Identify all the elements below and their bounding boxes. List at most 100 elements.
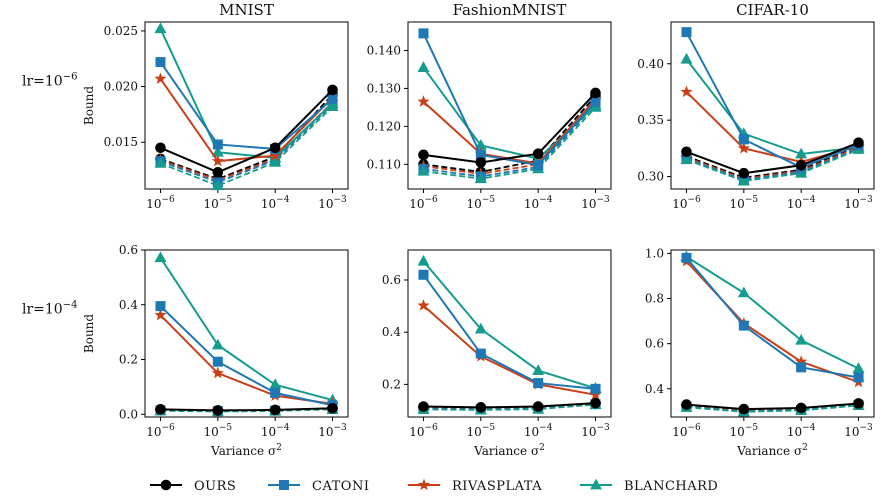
point-ours — [475, 157, 487, 168]
legend-marker — [160, 479, 172, 491]
dashed-line-3 — [423, 106, 597, 180]
x-tick-base: 10 — [467, 425, 482, 439]
x-axis-label-text: Variance σ — [473, 444, 539, 458]
row-label-exponent: −6 — [63, 72, 78, 83]
point-rivasplata — [737, 141, 750, 154]
point-blanchard — [269, 378, 282, 390]
x-tick-base: 10 — [467, 197, 482, 211]
x-tick-label: 10−6 — [146, 195, 175, 211]
point-catoni — [533, 160, 544, 171]
point-catoni — [853, 372, 864, 383]
x-tick-exponent: −5 — [482, 195, 496, 205]
point-catoni — [681, 252, 692, 263]
x-tick-label: 10−3 — [844, 423, 873, 439]
point-ours — [212, 405, 224, 416]
x-tick-exponent: −3 — [334, 195, 348, 205]
x-axis-label-sup: 2 — [539, 443, 545, 453]
x-tick-label: 10−6 — [672, 423, 701, 439]
y-tick-label: 0.30 — [637, 170, 664, 184]
point-rivasplata — [417, 299, 430, 311]
row-label-text: lr=10 — [22, 74, 63, 90]
dashed-line-0 — [423, 95, 597, 173]
point-ours — [853, 137, 864, 149]
line-ours — [423, 92, 597, 164]
x-tick-base: 10 — [318, 425, 333, 439]
dashed-line-3 — [160, 408, 333, 413]
x-tick-exponent: −4 — [802, 195, 816, 205]
point-ours — [532, 401, 544, 412]
line-ours — [686, 402, 859, 411]
x-tick-base: 10 — [261, 197, 276, 211]
plot-frame — [670, 21, 875, 190]
x-tick-base: 10 — [409, 197, 424, 211]
point-ours — [212, 167, 224, 178]
line-catoni — [422, 274, 596, 390]
x-tick-base: 10 — [581, 425, 596, 439]
x-tick-label: 10−4 — [261, 423, 290, 439]
x-tick-exponent: −5 — [482, 423, 496, 433]
x-tick-exponent: −4 — [539, 195, 553, 205]
point-catoni — [590, 96, 601, 107]
x-axis-label-sup: 2 — [802, 443, 808, 453]
x-tick-label: 10−3 — [581, 195, 610, 211]
y-tick-label: 0.130 — [367, 81, 401, 95]
x-tick-base: 10 — [409, 425, 424, 439]
x-tick-base: 10 — [524, 425, 539, 439]
row-label-0: lr=10−6 — [22, 72, 77, 90]
x-axis-label: Variance σ2 — [210, 443, 282, 458]
point-ours — [738, 167, 750, 179]
y-tick-label: 0.025 — [104, 24, 138, 38]
dashed-line-1 — [423, 99, 597, 175]
dashed-point — [154, 157, 167, 168]
line-catoni — [159, 61, 334, 150]
x-tick-base: 10 — [318, 197, 333, 211]
legend-marker — [417, 478, 431, 491]
point-rivasplata — [211, 154, 224, 167]
point-rivasplata — [269, 149, 282, 161]
dashed-point — [474, 172, 487, 184]
x-axis-label: Variance σ2 — [736, 443, 808, 458]
plot-frame — [144, 21, 349, 190]
x-axis-label-text: Variance σ — [210, 444, 276, 458]
line-rivasplata — [685, 91, 859, 163]
x-tick-exponent: −3 — [597, 423, 611, 433]
y-tick-label: 0.4 — [382, 325, 401, 339]
plot-frame — [144, 249, 349, 418]
x-tick-exponent: −6 — [687, 195, 701, 205]
x-axis-label-text: Variance σ — [736, 444, 802, 458]
point-ours — [327, 402, 338, 414]
legend-item-ours: OURS — [150, 479, 236, 494]
x-axis-label: Variance σ2 — [473, 443, 545, 458]
dashed-point — [737, 174, 750, 186]
point-blanchard — [474, 322, 487, 334]
y-tick-label: 0.110 — [367, 157, 401, 171]
x-tick-exponent: −4 — [802, 423, 816, 433]
plot-frame — [407, 21, 612, 190]
x-tick-label: 10−3 — [844, 195, 873, 211]
point-rivasplata — [589, 388, 602, 400]
y-tick-label: 0.4 — [645, 382, 664, 396]
point-ours — [269, 404, 281, 416]
x-tick-base: 10 — [204, 425, 219, 439]
point-catoni — [327, 93, 338, 104]
point-catoni — [590, 383, 601, 394]
line-rivasplata — [422, 304, 596, 396]
point-rivasplata — [680, 85, 693, 98]
x-tick-label: 10−5 — [730, 423, 759, 439]
dashed-point — [680, 153, 693, 165]
line-rivasplata — [159, 78, 334, 163]
x-tick-label: 10−6 — [146, 423, 175, 439]
point-catoni — [681, 27, 692, 38]
point-blanchard — [795, 147, 808, 159]
x-tick-label: 10−3 — [581, 423, 610, 439]
x-tick-base: 10 — [146, 425, 161, 439]
point-catoni — [212, 356, 223, 367]
point-ours — [590, 87, 601, 99]
y-tick-label: 1.0 — [645, 246, 664, 260]
point-catoni — [270, 387, 281, 398]
x-tick-label: 10−4 — [787, 423, 816, 439]
x-tick-exponent: −3 — [334, 423, 348, 433]
dashed-line-2 — [423, 103, 597, 178]
